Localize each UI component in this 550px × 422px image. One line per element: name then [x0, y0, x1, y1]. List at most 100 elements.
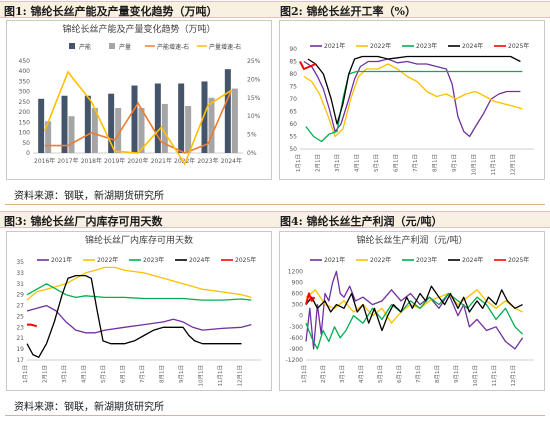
fig1-line-cap-growth	[44, 90, 233, 154]
fig3-title: 锦纶长丝厂内库存可用天数	[85, 234, 193, 246]
fig3-legend-label-4: 2025年	[235, 256, 256, 264]
fig1-bar-capacity-2	[84, 95, 91, 153]
fig1-bar-output-3	[115, 108, 122, 153]
fig1-bar-capacity-3	[108, 93, 115, 153]
fig4-line-2022	[305, 289, 523, 324]
fig3-xtick-0: 1月1日	[22, 365, 29, 383]
fig4-xtick-8: 9月1日	[453, 365, 460, 383]
fig4-ytick-8: 1200	[288, 268, 303, 275]
fig1-bar-output-2	[91, 108, 98, 153]
fig2-header: 图2: 锦纶长丝开工率（%）	[280, 5, 416, 18]
fig2-legend-label-4: 2025年	[508, 42, 529, 50]
fig1-title: 锦纶长丝产能及产量变化趋势（万吨）	[62, 23, 215, 35]
fig3-line-2023	[26, 283, 252, 301]
fig2-xtick-9: 10月1日	[471, 154, 478, 176]
fig4-header-bar: 图4: 锦纶长丝生产利润（元/吨）	[276, 211, 550, 228]
fig2-xtick-5: 6月1日	[393, 154, 400, 172]
fig4-panel: 锦纶长丝生产利润（元/吨） 2021年 2022年 2023年 2024年 2025年 -1…	[279, 231, 545, 391]
fig2-xtick-8: 9月1日	[451, 154, 458, 172]
fig1-legend-swatch-0	[69, 43, 75, 49]
fig1-xtick-4: 2020年	[127, 157, 148, 165]
fig2-legend-label-0: 2021年	[324, 42, 345, 50]
source-note-top: 资料来源：钢联，新湖期货研究所	[14, 191, 164, 202]
fig4-xtick-9: 10月1日	[472, 365, 479, 387]
fig1-bar-capacity-7	[201, 81, 208, 153]
fig2-ytick-8: 90	[289, 46, 297, 53]
fig1-y2tick-5: 25%	[247, 58, 261, 65]
fig3-ytick-3: 23	[16, 324, 24, 331]
fig1-header-bar: 图1: 锦纶长丝产能及产量变化趋势（万吨）	[0, 1, 276, 18]
fig4-ytick-2: -600	[289, 335, 303, 342]
fig3-xtick-4: 5月1日	[100, 365, 107, 383]
fig4-xtick-11: 12月1日	[510, 365, 517, 387]
fig3-ytick-7: 31	[16, 281, 24, 288]
fig3-ytick-4: 25	[16, 313, 24, 320]
fig1-bar-capacity-0	[38, 98, 45, 153]
fig1-ytick-2: 100	[19, 130, 31, 137]
fig1-y2tick-1: 5%	[247, 132, 257, 139]
fig4-ytick-0: -1200	[286, 357, 304, 364]
fig3-xtick-11: 12月1日	[237, 365, 244, 387]
fig4-ytick-5: 300	[292, 302, 304, 309]
fig2-ytick-3: 65	[289, 109, 297, 116]
fig3-line-2021	[26, 304, 252, 334]
fig3-ytick-2: 21	[16, 335, 24, 342]
divider-top	[5, 204, 545, 205]
fig1-bar-output-8	[231, 88, 238, 153]
fig3-xtick-6: 7月1日	[139, 365, 146, 383]
fig1-legend-label-1: 产量	[119, 43, 131, 51]
fig1-legend-label-0: 产能	[79, 43, 91, 51]
fig1-ytick-7: 350	[19, 78, 31, 85]
fig1-xtick-8: 2024年	[221, 157, 242, 165]
fig2-xtick-6: 7月1日	[412, 154, 419, 172]
fig4-header: 图4: 锦纶长丝生产利润（元/吨）	[280, 215, 443, 228]
fig1-legend-label-2: 产能增速-右	[157, 43, 189, 51]
fig3-panel: 锦纶长丝厂内库存可用天数 2021年 2022年 2023年 2024年 2025年 17 1…	[6, 231, 272, 391]
fig1-ytick-3: 150	[19, 119, 31, 126]
fig4-legend-label-0: 2021年	[324, 256, 345, 264]
fig1-ytick-6: 300	[19, 89, 31, 96]
fig1-legend-label-3: 产量增速-右	[209, 43, 241, 51]
source-note-bottom: 资料来源：钢联，新湖期货研究所	[14, 402, 164, 413]
fig4-line-2023	[305, 292, 524, 350]
fig2-header-bar: 图2: 锦纶长丝开工率（%）	[276, 1, 550, 18]
fig2-chart: 2021年 2022年 2023年 2024年 2025年 50 55 60 65 70 75 80 8…	[289, 42, 534, 176]
fig2-line-2022	[303, 63, 523, 138]
fig3-ytick-8: 33	[16, 270, 24, 277]
fig1-legend-swatch-1	[109, 43, 115, 49]
fig2-line-2023	[305, 70, 523, 143]
fig4-chart: 锦纶长丝生产利润（元/吨） 2021年 2022年 2023年 2024年 2025年 -1…	[286, 234, 534, 387]
fig1-bar-capacity-4	[131, 85, 138, 153]
fig1-bar-capacity-8	[224, 69, 231, 153]
fig2-xtick-7: 8月1日	[432, 154, 439, 172]
fig1-xtick-7: 2023年	[197, 157, 218, 165]
fig3-legend-label-2: 2023年	[143, 256, 164, 264]
fig1-bar-capacity-1	[61, 95, 68, 153]
fig1-xtick-5: 2021年	[151, 157, 172, 165]
fig2-line-2021	[303, 58, 521, 138]
fig4-title: 锦纶长丝生产利润（元/吨）	[356, 234, 467, 246]
fig1-bar-output-1	[68, 116, 75, 153]
fig2-ytick-2: 60	[289, 121, 297, 128]
fig4-xtick-2: 3月1日	[339, 365, 346, 383]
fig4-xtick-5: 6月1日	[396, 365, 403, 383]
fig3-xtick-5: 6月1日	[120, 365, 127, 383]
fig2-legend-label-3: 2024年	[462, 42, 483, 50]
fig2-ytick-0: 50	[289, 146, 297, 153]
fig1-ytick-0: 0	[26, 150, 30, 157]
fig1-xtick-3: 2019年	[104, 157, 125, 165]
fig2-ytick-5: 75	[289, 84, 297, 91]
fig3-legend-label-3: 2024年	[189, 256, 210, 264]
fig2-xtick-2: 3月1日	[334, 154, 341, 172]
fig3-xtick-8: 9月1日	[178, 365, 185, 383]
fig4-legend-label-2: 2023年	[416, 256, 437, 264]
fig1-y2tick-2: 10%	[247, 113, 261, 120]
fig3-xtick-10: 11月1日	[217, 365, 224, 387]
fig2-ytick-6: 80	[289, 71, 297, 78]
fig3-ytick-0: 17	[16, 357, 24, 364]
fig3-ytick-9: 35	[16, 259, 24, 266]
fig3-xtick-2: 3月1日	[61, 365, 68, 383]
fig3-ytick-5: 27	[16, 303, 24, 310]
fig1-xtick-6: 2022年	[174, 157, 195, 165]
